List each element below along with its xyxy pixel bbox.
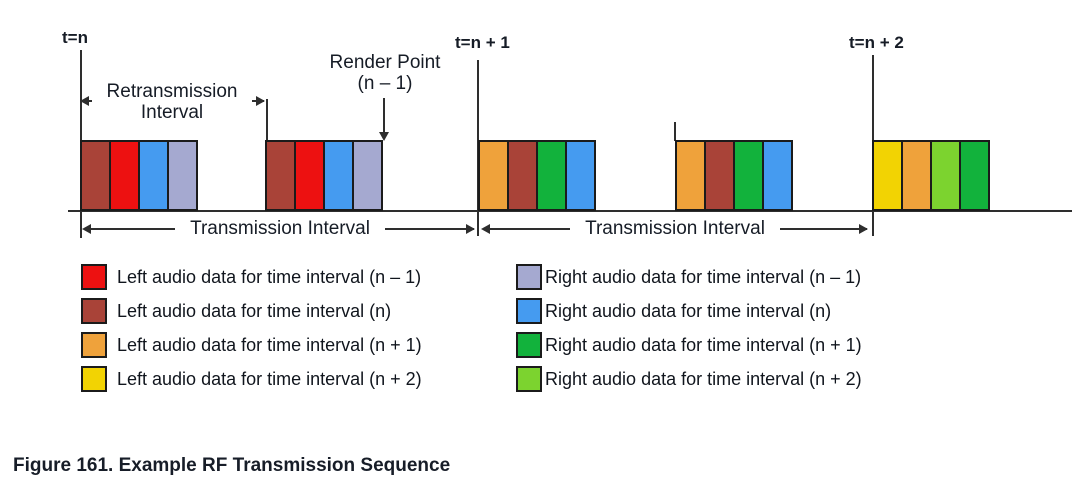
bar-left-audio-n-plus1: [478, 140, 509, 211]
legend-label: Left audio data for time interval (n – 1…: [117, 266, 422, 287]
bar-right-audio-n: [323, 140, 354, 211]
legend-label: Left audio data for time interval (n + 2…: [117, 368, 422, 389]
bar-right-audio-n-plus2: [930, 140, 961, 211]
legend-label: Right audio data for time interval (n): [545, 300, 832, 321]
bar-left-audio-n: [265, 140, 296, 211]
packet-group-t-n: [80, 140, 198, 211]
time-label-t-n: t=n: [62, 28, 88, 47]
packet-group-retransmission-n: [265, 140, 383, 211]
bar-right-audio-n-plus1: [959, 140, 990, 211]
bar-right-audio-n-plus1: [733, 140, 764, 211]
retransmission-end-tick-1: [266, 99, 268, 140]
render-point-label: Render Point (n – 1): [315, 52, 455, 94]
packet-group-t-n1: [478, 140, 596, 211]
legend-label: Right audio data for time interval (n + …: [545, 334, 862, 355]
bar-right-audio-n: [565, 140, 596, 211]
bar-left-audio-n-minus1: [294, 140, 325, 211]
arrowhead-right-icon: [859, 224, 868, 234]
bar-right-audio-n-plus1: [536, 140, 567, 211]
legend-item: Right audio data for time interval (n + …: [516, 332, 862, 358]
bar-right-audio-n-minus1: [167, 140, 198, 211]
legend-label: Left audio data for time interval (n + 1…: [117, 334, 422, 355]
legend-item: Left audio data for time interval (n + 1…: [81, 332, 422, 358]
legend-left-column: Left audio data for time interval (n – 1…: [81, 264, 422, 392]
arrowhead-left-icon: [481, 224, 490, 234]
transmission-interval-1-label: Transmission Interval: [175, 218, 385, 239]
figure-caption: Figure 161. Example RF Transmission Sequ…: [13, 455, 451, 476]
packet-group-t-n2: [872, 140, 990, 211]
arrowhead-right-icon: [466, 224, 475, 234]
bar-left-audio-n-plus1: [901, 140, 932, 211]
bar-right-audio-n: [138, 140, 169, 211]
legend-swatch-right-n-minus1: [516, 264, 542, 290]
arrowhead-right-icon: [256, 96, 265, 106]
time-axis: [68, 210, 1072, 212]
render-point-label-line2: (n – 1): [357, 73, 413, 94]
retransmission-interval-label-line2: Interval: [140, 102, 204, 123]
time-label-t-n1: t=n + 1: [455, 33, 510, 52]
legend-item: Right audio data for time interval (n): [516, 298, 862, 324]
legend-item: Right audio data for time interval (n + …: [516, 366, 862, 392]
time-label-t-n2: t=n + 2: [849, 33, 904, 52]
render-point-label-line1: Render Point: [329, 52, 441, 73]
bar-left-audio-n-minus1: [109, 140, 140, 211]
legend-swatch-right-n: [516, 298, 542, 324]
packet-group-retransmission-n1: [675, 140, 793, 211]
legend-swatch-left-n-plus1: [81, 332, 107, 358]
legend-label: Left audio data for time interval (n): [117, 300, 392, 321]
arrowhead-left-icon: [80, 96, 89, 106]
arrowhead-left-icon: [82, 224, 91, 234]
retransmission-interval-label: Retransmission Interval: [92, 81, 252, 123]
retransmission-interval-label-line1: Retransmission: [106, 81, 238, 102]
legend-right-column: Right audio data for time interval (n – …: [516, 264, 862, 392]
legend-swatch-left-n-minus1: [81, 264, 107, 290]
bar-left-audio-n: [507, 140, 538, 211]
retransmission-end-tick-2: [674, 122, 676, 141]
legend-swatch-left-n: [81, 298, 107, 324]
legend-item: Left audio data for time interval (n + 2…: [81, 366, 422, 392]
bar-left-audio-n-plus2: [872, 140, 903, 211]
bar-left-audio-n: [704, 140, 735, 211]
legend-item: Left audio data for time interval (n – 1…: [81, 264, 422, 290]
arrowhead-down-icon: [379, 132, 389, 141]
bar-left-audio-n-plus1: [675, 140, 706, 211]
bar-right-audio-n: [762, 140, 793, 211]
bar-right-audio-n-minus1: [352, 140, 383, 211]
legend-swatch-right-n-plus2: [516, 366, 542, 392]
legend-label: Right audio data for time interval (n – …: [545, 266, 862, 287]
legend-label: Right audio data for time interval (n + …: [545, 368, 862, 389]
render-point-arrow-line: [383, 98, 385, 132]
legend-item: Right audio data for time interval (n – …: [516, 264, 862, 290]
legend-item: Left audio data for time interval (n): [81, 298, 422, 324]
legend-swatch-left-n-plus2: [81, 366, 107, 392]
bar-left-audio-n: [80, 140, 111, 211]
legend-swatch-right-n-plus1: [516, 332, 542, 358]
transmission-interval-2-label: Transmission Interval: [570, 218, 780, 239]
